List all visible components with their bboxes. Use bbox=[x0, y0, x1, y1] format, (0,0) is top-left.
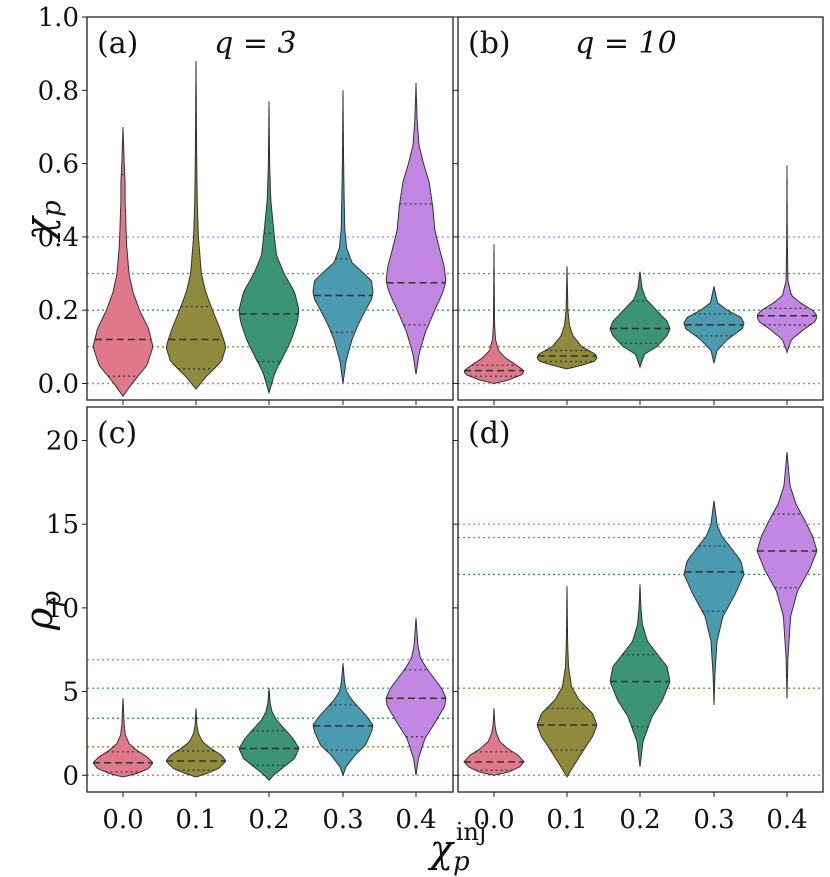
x-tick-label: 0.4 bbox=[395, 805, 436, 835]
y-tick-label: 0.0 bbox=[38, 370, 79, 400]
bottom-y-axis-title: ρp bbox=[17, 591, 67, 631]
y-tick-label: 20 bbox=[46, 426, 79, 456]
panel-b: (b) q = 10 bbox=[453, 16, 824, 405]
panel-label: (d) bbox=[468, 416, 511, 451]
violin-0.0 bbox=[92, 126, 154, 398]
panel-d: 0.0 0.1 0.2 0.3 0.4 (d) bbox=[453, 406, 824, 835]
violin-0.1 bbox=[536, 586, 598, 778]
violin-0.1 bbox=[536, 266, 598, 370]
panel-label: (c) bbox=[97, 416, 137, 451]
panel-label: (a) bbox=[97, 26, 138, 61]
x-tick-label: 0.3 bbox=[322, 805, 363, 835]
x-tick-label: 0.1 bbox=[546, 805, 587, 835]
y-tick-label: 1.0 bbox=[38, 3, 79, 33]
top-y-axis-title: χp bbox=[17, 200, 67, 243]
y-tick-label: 10 bbox=[46, 594, 79, 624]
violin-0.0 bbox=[463, 708, 525, 776]
panel-label: (b) bbox=[468, 26, 511, 61]
violin-0.0 bbox=[463, 244, 525, 385]
panel-title: q = 10 bbox=[575, 26, 677, 61]
violin-0.4 bbox=[756, 452, 818, 699]
x-tick-label: 0.1 bbox=[175, 805, 216, 835]
violin-0.3 bbox=[683, 500, 745, 706]
violin-0.2 bbox=[609, 584, 671, 767]
y-tick-label: 0.6 bbox=[38, 150, 79, 180]
x-axis-title: χpinj bbox=[427, 818, 486, 877]
violin-0.4 bbox=[385, 617, 447, 776]
violin-0.3 bbox=[312, 90, 374, 384]
violin-0.3 bbox=[312, 663, 374, 777]
x-tick-label: 0.0 bbox=[102, 805, 143, 835]
y-tick-label: 0 bbox=[62, 761, 79, 791]
violin-0.2 bbox=[238, 101, 300, 395]
y-tick-label: 15 bbox=[46, 510, 79, 540]
panel-title: q = 3 bbox=[214, 26, 297, 61]
panel-c: 0 5 10 15 20 0.0 0.1 0.2 0.3 0.4 (c) bbox=[46, 406, 454, 835]
x-tick-label: 0.0 bbox=[473, 805, 514, 835]
y-tick-label: 0.8 bbox=[38, 76, 79, 106]
violin-0.4 bbox=[756, 165, 818, 354]
y-tick-label: 5 bbox=[62, 678, 79, 708]
plot-frame bbox=[86, 16, 454, 401]
violin-0.2 bbox=[609, 271, 671, 369]
x-tick-label: 0.3 bbox=[693, 805, 734, 835]
x-tick-label: 0.2 bbox=[248, 805, 289, 835]
plot-frame bbox=[86, 406, 454, 793]
violin-0.4 bbox=[385, 82, 447, 375]
y-tick-label: 0.2 bbox=[38, 296, 79, 326]
violin-0.2 bbox=[238, 688, 300, 782]
x-tick-label: 0.4 bbox=[766, 805, 807, 835]
violin-0.1 bbox=[165, 708, 227, 778]
x-tick-label: 0.2 bbox=[619, 805, 660, 835]
violin-0.3 bbox=[683, 286, 745, 364]
violin-0.0 bbox=[92, 698, 154, 778]
panel-a: 0.0 0.2 0.4 0.6 0.8 1.0 (a) q = 3 bbox=[38, 3, 454, 405]
y-tick-label: 0.4 bbox=[38, 223, 79, 253]
